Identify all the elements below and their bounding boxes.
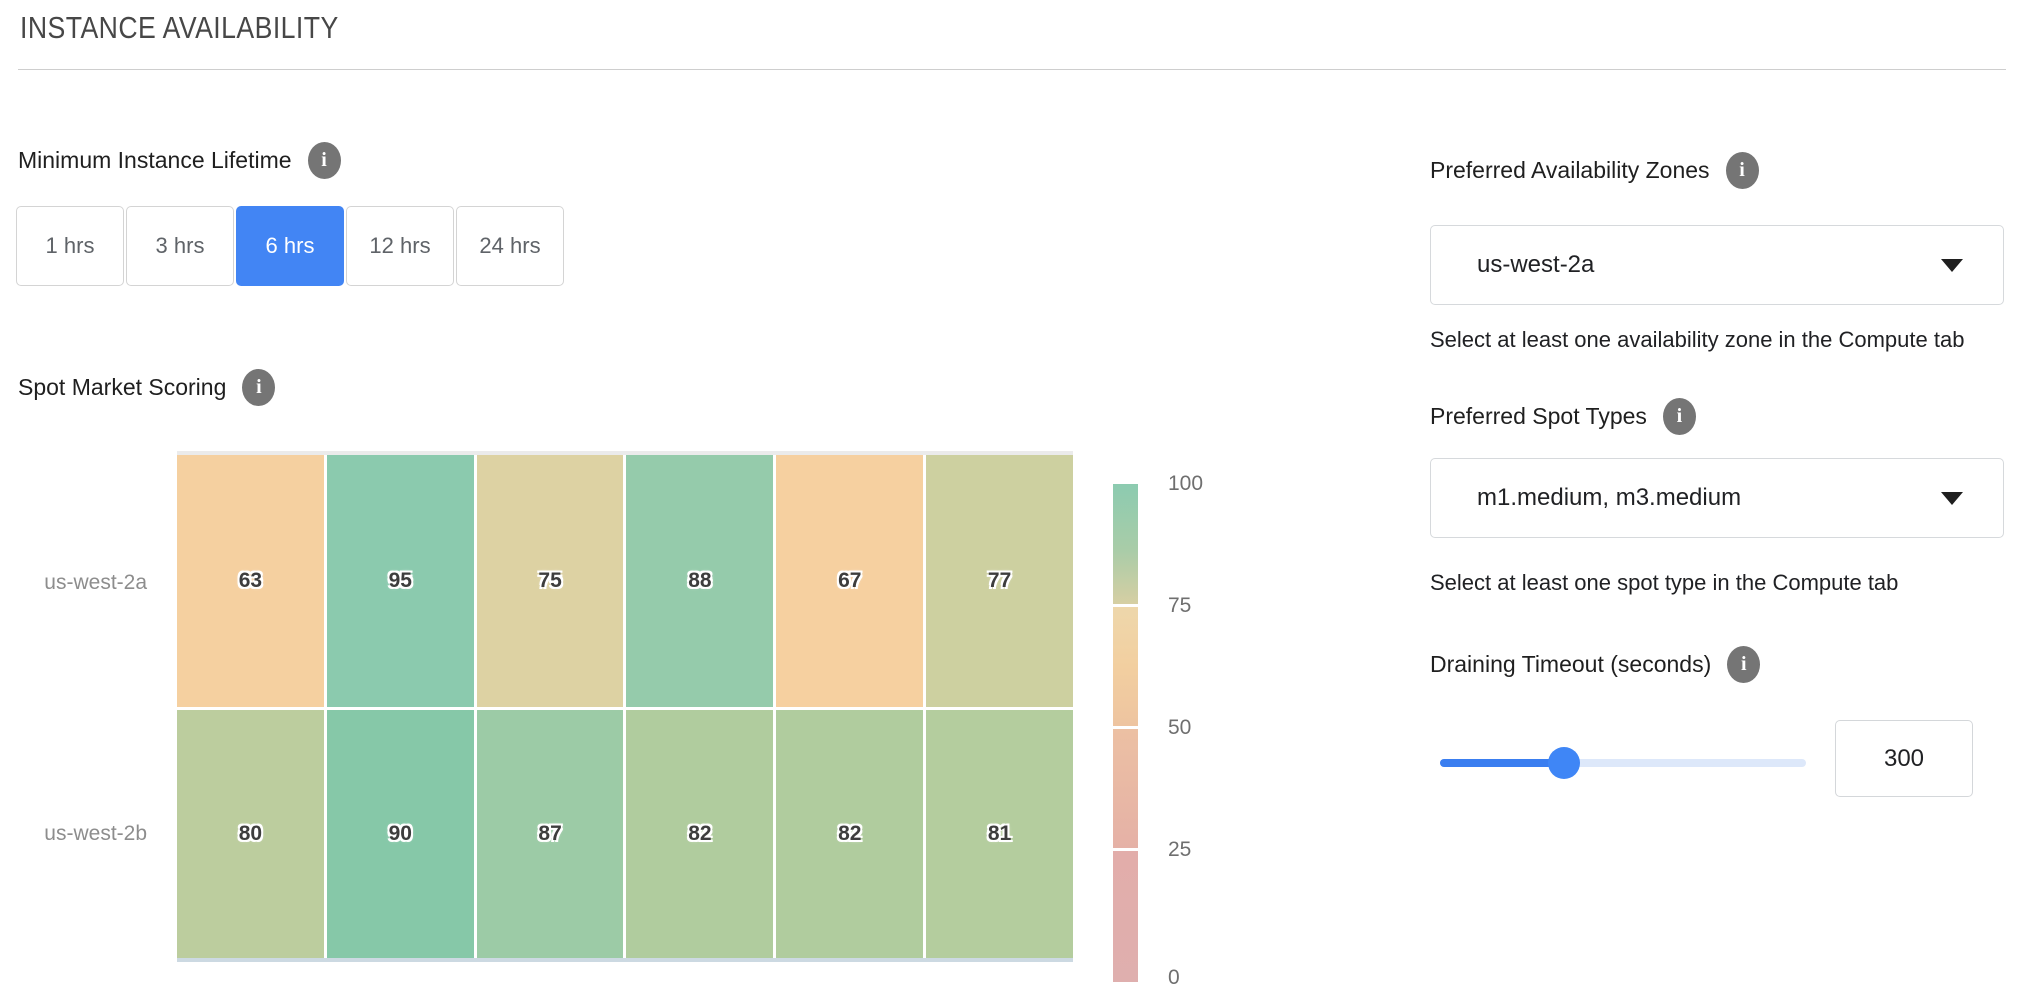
chevron-down-icon [1941, 491, 1963, 505]
heatmap-cell-value: 75 [538, 569, 562, 592]
slider-thumb[interactable] [1548, 747, 1581, 779]
preferred-availability-zones-text: Preferred Availability Zones [1430, 157, 1710, 183]
heatmap-cell: 67 [776, 455, 924, 707]
section-divider [18, 69, 2006, 70]
lifetime-option-12hrs[interactable]: 12 hrs [346, 206, 454, 286]
lifetime-option-3hrs[interactable]: 3 hrs [126, 206, 234, 286]
draining-info-icon[interactable]: i [1727, 646, 1761, 683]
heatmap-bottom-border [177, 958, 1073, 962]
zones-select[interactable]: us-west-2a [1430, 225, 2004, 305]
heatmap-cell-value: 82 [838, 822, 862, 845]
heatmap-cell: 80 [177, 710, 324, 958]
colorbar-tick: 0 [1168, 966, 1180, 989]
heatmap-top-border [177, 451, 1073, 455]
zones-helper-text: Select at least one availability zone in… [1430, 327, 1965, 352]
spot-market-scoring-text: Spot Market Scoring [18, 374, 227, 400]
colorbar-segment [1113, 729, 1138, 848]
heatmap-cell: 88 [626, 455, 774, 707]
spot-types-helper-text: Select at least one spot type in the Com… [1430, 570, 1899, 595]
heatmap-cell: 82 [776, 710, 924, 958]
draining-timeout-text: Draining Timeout (seconds) [1430, 651, 1712, 677]
lifetime-info-icon[interactable]: i [307, 142, 341, 179]
minimum-instance-lifetime-label: Minimum Instance Lifetime i [18, 142, 341, 179]
spot-types-select[interactable]: m1.medium, m3.medium [1430, 458, 2004, 538]
lifetime-option-24hrs[interactable]: 24 hrs [456, 206, 564, 286]
slider-track[interactable] [1440, 759, 1806, 767]
heatmap-cell-value: 95 [388, 569, 412, 592]
heatmap-cell: 75 [476, 455, 624, 707]
minimum-instance-lifetime-text: Minimum Instance Lifetime [18, 147, 292, 173]
colorbar [1113, 484, 1138, 982]
heatmap-row-label: us-west-2a [44, 571, 147, 594]
heatmap-cell-value: 77 [987, 569, 1012, 592]
colorbar-tick: 25 [1168, 838, 1192, 861]
chevron-down-icon [1941, 258, 1963, 272]
heatmap-cell: 95 [326, 455, 474, 707]
heatmap-cell: 87 [476, 710, 624, 958]
heatmap-cell-value: 87 [538, 822, 562, 845]
slider-fill [1440, 759, 1565, 767]
colorbar-segment [1113, 484, 1138, 604]
heatmap-cell-value: 80 [238, 822, 263, 845]
heatmap-cell: 90 [326, 710, 474, 958]
heatmap-cell: 82 [626, 710, 774, 958]
heatmap-cell-value: 63 [238, 569, 263, 592]
page-title: INSTANCE AVAILABILITY [20, 10, 339, 45]
colorbar-tick: 75 [1168, 594, 1192, 617]
lifetime-option-6hrs[interactable]: 6 hrs [236, 206, 344, 286]
heatmap-cell: 63 [177, 455, 324, 707]
draining-timeout-label: Draining Timeout (seconds) i [1430, 646, 1761, 683]
spot-types-select-value: m1.medium, m3.medium [1477, 484, 1742, 511]
heatmap-cell-value: 82 [688, 822, 712, 845]
preferred-availability-zones-label: Preferred Availability Zones i [1430, 152, 1759, 189]
zones-info-icon[interactable]: i [1725, 152, 1759, 189]
colorbar-tick: 100 [1168, 472, 1204, 495]
draining-value-input[interactable] [1835, 720, 1973, 797]
spot-types-info-icon[interactable]: i [1662, 398, 1696, 435]
heatmap-cell-value: 67 [838, 569, 862, 592]
scoring-info-icon[interactable]: i [242, 369, 276, 406]
heatmap-cell: 77 [926, 455, 1073, 707]
lifetime-option-1hrs[interactable]: 1 hrs [16, 206, 124, 286]
zones-select-value: us-west-2a [1477, 251, 1595, 278]
heatmap-row-label: us-west-2b [44, 822, 147, 845]
preferred-spot-types-label: Preferred Spot Types i [1430, 398, 1696, 435]
heatmap-cell-value: 81 [987, 822, 1012, 845]
colorbar-segment [1113, 607, 1138, 726]
heatmap-cell-value: 90 [388, 822, 412, 845]
preferred-spot-types-text: Preferred Spot Types [1430, 403, 1647, 429]
heatmap-cell: 81 [926, 710, 1073, 958]
draining-timeout-slider[interactable] [1440, 747, 1806, 779]
colorbar-segment [1113, 851, 1138, 982]
spot-market-scoring-label: Spot Market Scoring i [18, 369, 276, 406]
lifetime-button-group: 1 hrs 3 hrs 6 hrs 12 hrs 24 hrs [16, 206, 564, 286]
heatmap-cell-value: 88 [688, 569, 712, 592]
heatmap: 63 95 75 88 67 77 80 90 87 82 82 81 [177, 451, 1073, 962]
heatmap-grid: 63 95 75 88 67 77 80 90 87 82 82 81 [177, 455, 1073, 958]
colorbar-tick: 50 [1168, 716, 1192, 739]
